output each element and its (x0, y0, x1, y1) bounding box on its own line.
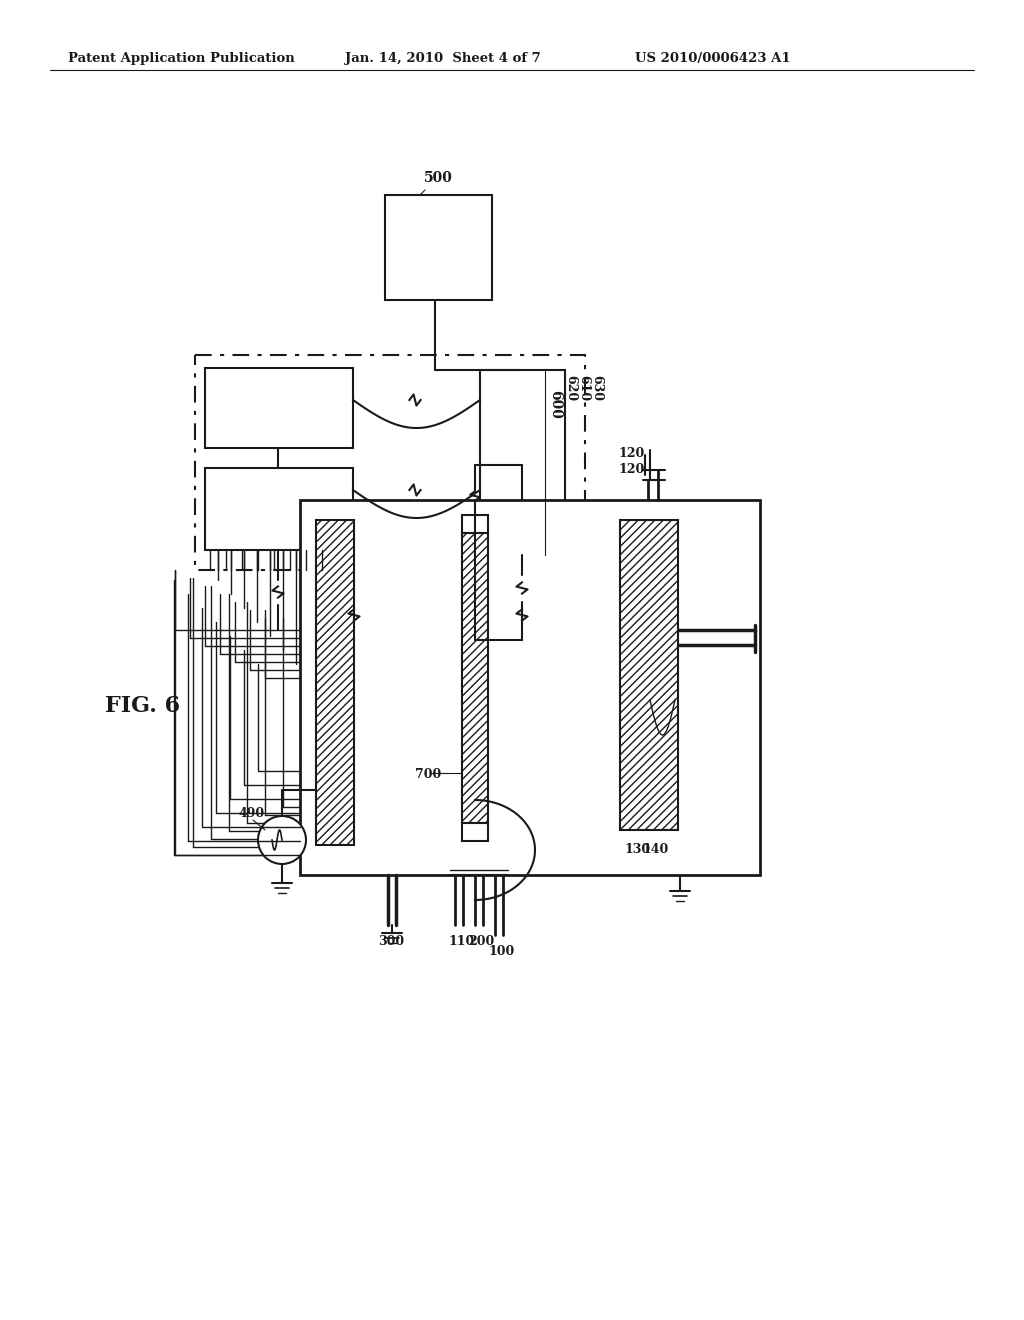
Bar (620, 520, 678, 830)
Text: 490: 490 (238, 807, 264, 820)
Text: 120: 120 (618, 463, 644, 477)
Bar (480, 370, 565, 554)
Bar (385, 195, 492, 300)
Bar (300, 500, 760, 875)
Bar (316, 520, 354, 845)
Text: 610: 610 (577, 375, 590, 401)
Bar (462, 533, 488, 822)
Text: 630: 630 (590, 375, 603, 401)
Text: 700: 700 (415, 768, 441, 781)
Text: 500: 500 (424, 172, 453, 185)
Text: 120: 120 (618, 447, 644, 459)
Text: 110: 110 (449, 935, 474, 948)
Bar (205, 469, 353, 550)
Text: 200: 200 (468, 935, 495, 948)
Text: 620: 620 (564, 375, 577, 401)
Text: 130: 130 (625, 843, 651, 855)
Text: Patent Application Publication: Patent Application Publication (68, 51, 295, 65)
Text: FIG. 6: FIG. 6 (105, 696, 180, 717)
Text: 600: 600 (548, 389, 562, 418)
Text: US 2010/0006423 A1: US 2010/0006423 A1 (635, 51, 791, 65)
Bar (462, 515, 488, 533)
Bar (462, 822, 488, 841)
Text: 140: 140 (643, 843, 670, 855)
Bar (205, 368, 353, 447)
Text: Jan. 14, 2010  Sheet 4 of 7: Jan. 14, 2010 Sheet 4 of 7 (345, 51, 541, 65)
Bar (195, 355, 585, 570)
Circle shape (258, 816, 306, 865)
Text: 100: 100 (488, 945, 514, 958)
Text: 300: 300 (378, 935, 404, 948)
